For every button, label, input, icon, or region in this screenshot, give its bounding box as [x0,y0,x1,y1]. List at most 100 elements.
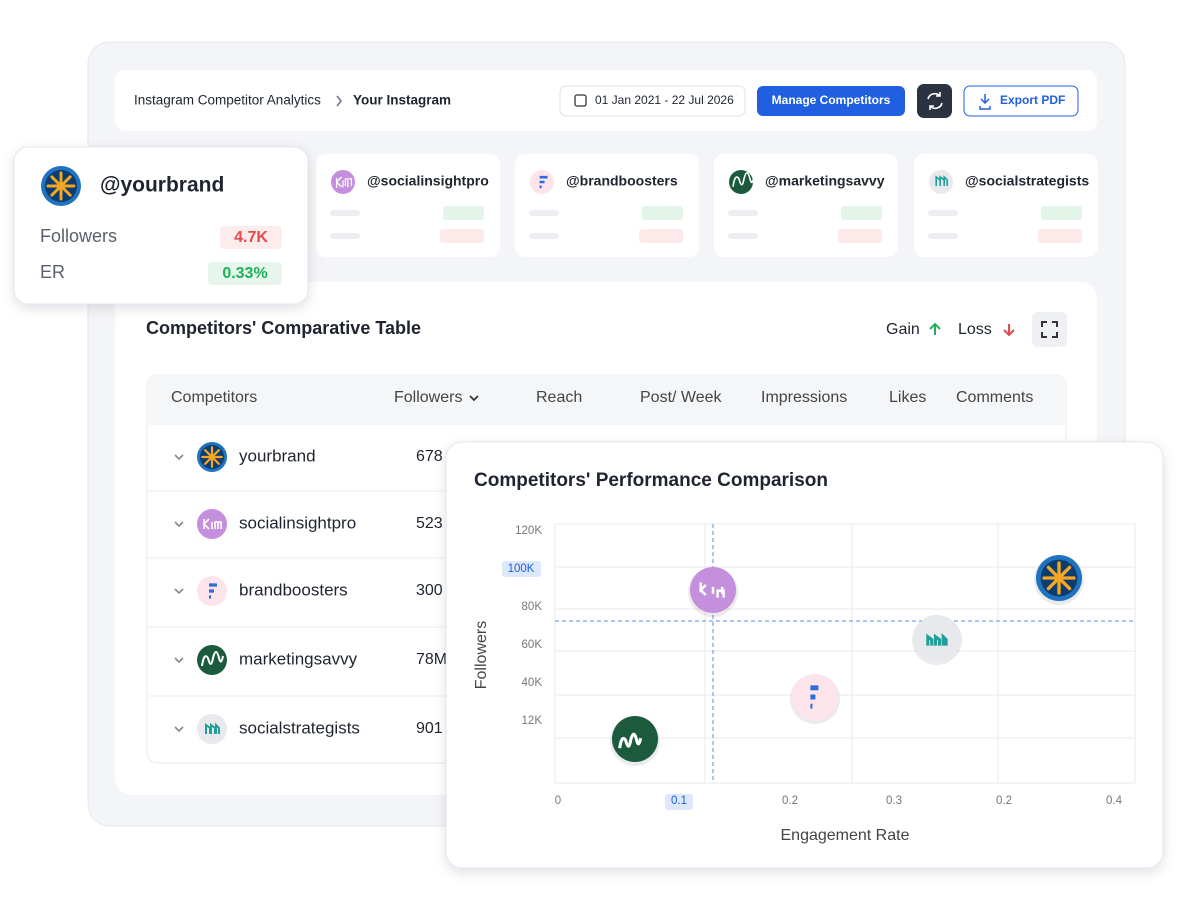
competitor-name: brandboosters [239,580,348,599]
logo-mark [539,175,548,189]
competitor-handle: @brandboosters [566,173,678,189]
followers-value: 523 [416,515,443,532]
placeholder [928,210,958,216]
expand-button[interactable] [1032,312,1067,347]
download-icon [979,94,991,110]
competitor-name: socialinsightpro [239,513,356,532]
logo-star [1042,561,1076,595]
logo-mark [732,172,755,187]
metric-value: 4.7K [234,229,268,246]
placeholder [443,206,484,220]
metric-label: Followers [40,226,117,246]
competitor-handle: @marketingsavvy [765,173,885,189]
logo-star [201,446,223,468]
competitor-name: yourbrand [239,446,316,465]
metric-pill [208,262,282,285]
y-tick-label: 12K [522,715,543,727]
placeholder [330,233,360,239]
breadcrumb-current: Your Instagram [353,93,451,108]
followers-value: 78M [416,651,447,668]
metric-pill [220,226,282,249]
y-axis-label: Followers [473,621,490,689]
competitor-name: socialstrategists [239,718,360,737]
refresh-button[interactable] [917,84,952,118]
placeholder [841,206,882,220]
loss-arrow [1003,324,1015,337]
logo-mark [810,685,819,709]
placeholder [440,229,484,243]
column-header: Comments [956,389,1033,406]
expand-icon [1041,321,1058,338]
row-chevron [174,454,184,461]
placeholder [639,229,683,243]
tick-highlight [665,794,693,810]
tick-highlight [502,561,541,577]
column-header: Followers [394,389,462,406]
breadcrumb-separator [336,95,342,107]
placeholder [728,210,758,216]
competitor-handle: @socialstrategists [965,173,1089,189]
logo-mark [699,582,725,598]
logo-mark [209,583,217,599]
column-header: Reach [536,389,582,406]
row-chevron [174,657,184,664]
followers-value: 901 [416,720,443,737]
placeholder [529,210,559,216]
button-label: Manage Competitors [772,93,891,107]
placeholder [330,210,360,216]
placeholder [1041,206,1082,220]
placeholder [928,233,958,239]
gain-arrow [929,322,941,335]
date-picker[interactable] [559,85,746,117]
placeholder [838,229,882,243]
logo [729,170,753,194]
logo-mark [335,176,353,188]
competitor-handle: @socialinsightpro [367,173,489,189]
legend-loss: Loss [958,321,992,338]
y-tick-label: 100K [508,563,535,575]
breadcrumb: Instagram Competitor Analytics [134,93,321,108]
x-tick-label: 0.3 [886,795,902,807]
brand-handle: @yourbrand [100,174,224,197]
x-tick-label: 0.1 [671,795,687,807]
y-tick-label: 120K [515,525,542,537]
x-tick-label: 0 [555,795,561,807]
export-pdf-button[interactable] [963,85,1079,117]
chart-title: Competitors' Performance Comparison [474,470,828,491]
column-header: Likes [889,389,926,406]
y-tick-label: 80K [522,601,543,613]
row-chevron [174,588,184,595]
calendar-icon [574,94,587,107]
metric-label: ER [40,262,65,282]
metric-value: 0.33% [222,265,267,282]
x-tick-label: 0.2 [996,795,1012,807]
logo-mark [935,175,948,186]
y-tick-label: 40K [522,677,543,689]
button-label: Export PDF [1000,93,1065,107]
manage-competitors-button[interactable] [757,86,905,116]
logo-mark [926,632,948,646]
placeholder [728,233,758,239]
column-header: Competitors [171,389,257,406]
logo-star [46,171,76,201]
followers-value: 300 [416,582,443,599]
table-header [147,375,1066,425]
x-tick-label: 0.2 [782,795,798,807]
competitor-name: marketingsavvy [239,649,358,668]
date-range: 01 Jan 2021 - 22 Jul 2026 [595,93,734,107]
column-header: Post/ Week [640,389,723,406]
placeholder [529,233,559,239]
y-tick-label: 60K [522,639,543,651]
row-chevron [174,726,184,733]
placeholder [642,206,683,220]
logo-mark [201,651,224,667]
table-title: Competitors' Comparative Table [146,318,421,338]
x-tick-label: 0.4 [1106,795,1123,807]
logo-mark [618,732,643,749]
placeholder [1038,229,1082,243]
row-chevron [174,521,184,528]
logo-mark [205,722,220,734]
refresh-icon [927,92,943,110]
